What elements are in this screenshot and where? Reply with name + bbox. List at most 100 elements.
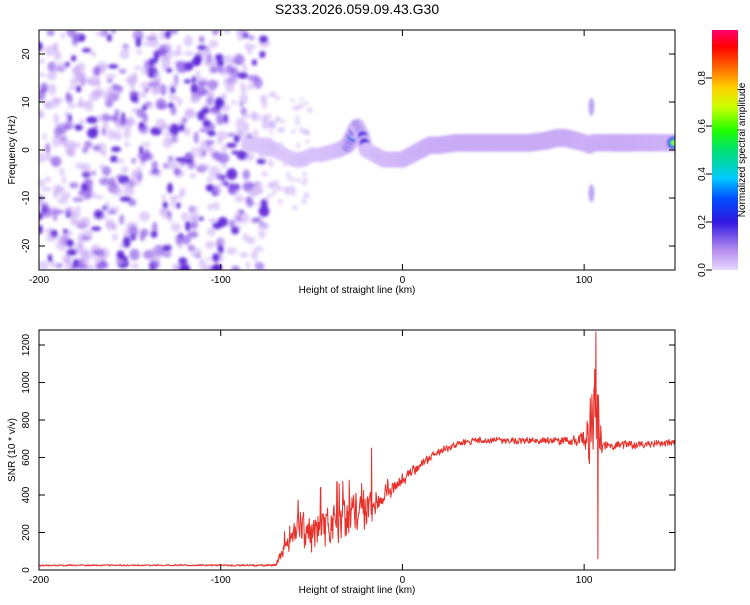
noise-blob [302, 180, 307, 185]
noise-blob [191, 221, 199, 229]
noise-blob [214, 184, 221, 196]
noise-blob [149, 58, 155, 66]
noise-blob [190, 206, 199, 210]
noise-blob [36, 113, 45, 119]
x-tick-label: -100 [211, 275, 231, 286]
noise-blob [291, 188, 297, 191]
noise-blob [305, 139, 309, 143]
noise-blob [209, 40, 218, 48]
noise-blob [188, 231, 199, 237]
noise-blob [71, 55, 76, 61]
noise-blob [141, 68, 150, 75]
noise-blob [257, 181, 261, 187]
noise-blob [66, 255, 72, 264]
noise-blob [179, 124, 185, 132]
colorbar-tick-label: 0.4 [697, 167, 708, 181]
noise-blob [68, 114, 72, 122]
x-tick-label: 100 [576, 575, 593, 586]
noise-blob [140, 92, 147, 99]
noise-blob [295, 116, 300, 120]
noise-blob [221, 93, 227, 101]
noise-blob [269, 181, 275, 186]
noise-blob [300, 97, 303, 102]
noise-blob [280, 127, 285, 133]
noise-blob [123, 46, 130, 51]
spike-blob [588, 184, 594, 202]
noise-blob [291, 177, 295, 183]
colorbar-tick-label: 0.8 [697, 71, 708, 85]
noise-blob [251, 250, 259, 259]
noise-blob [237, 30, 243, 41]
snr-y-label: SNR (10 * v/v) [7, 418, 18, 482]
noise-blob [301, 199, 307, 203]
noise-blob [277, 199, 283, 204]
noise-blob [113, 223, 118, 231]
noise-blob [87, 76, 97, 85]
noise-blob [212, 253, 220, 262]
noise-blob [93, 66, 100, 76]
noise-blob [163, 201, 168, 208]
noise-blob [258, 230, 265, 239]
noise-blob [240, 252, 248, 258]
x-tick-label: 100 [576, 275, 593, 286]
noise-blob [173, 51, 182, 57]
colorbar-gradient [712, 30, 738, 270]
noise-blob [183, 154, 195, 159]
noise-blob [39, 72, 45, 77]
noise-blob [117, 250, 125, 259]
noise-blob [168, 94, 178, 101]
noise-blob [153, 71, 160, 82]
noise-blob [120, 50, 130, 60]
noise-blob [128, 199, 136, 207]
noise-blob [71, 219, 79, 226]
noise-blob [218, 65, 224, 74]
noise-blob [48, 254, 53, 262]
noise-blob [82, 163, 91, 174]
noise-blob [253, 77, 262, 88]
snr-plot-area [39, 332, 675, 567]
noise-blob [192, 76, 196, 83]
noise-blob [53, 210, 65, 215]
noise-blob [191, 147, 202, 151]
noise-blob [157, 103, 168, 110]
noise-blob [267, 193, 273, 196]
spectrogram-x-label: Height of straight line (km) [299, 285, 416, 296]
noise-blob [189, 210, 199, 222]
noise-blob [296, 142, 300, 149]
noise-blob [226, 168, 237, 180]
spectral-ridge [248, 98, 675, 202]
noise-blob [192, 57, 202, 66]
noise-blob [304, 101, 308, 105]
noise-blob [170, 105, 176, 115]
noise-blob [262, 158, 266, 161]
snr-series-line [39, 332, 675, 567]
y-tick-label: 400 [21, 486, 32, 503]
noise-blob [162, 194, 166, 202]
noise-blob [140, 233, 145, 241]
noise-blob [175, 169, 185, 178]
y-tick-label: 0 [21, 567, 32, 573]
noise-blob [66, 91, 70, 100]
noise-blob [280, 119, 285, 123]
y-tick-label: 20 [21, 48, 32, 60]
noise-blob [170, 87, 175, 94]
noise-blob [139, 211, 150, 221]
noise-blob [87, 128, 98, 139]
noise-blob [43, 133, 47, 140]
noise-blob [67, 26, 76, 38]
noise-blob [129, 249, 139, 261]
noise-blob [276, 117, 280, 121]
noise-blob [166, 250, 173, 255]
noise-blob [102, 151, 107, 157]
noise-blob [131, 263, 139, 269]
noise-blob [105, 100, 113, 107]
noise-blob [261, 171, 268, 176]
noise-blob [307, 108, 313, 113]
noise-blob [79, 218, 87, 227]
noise-blob [246, 261, 250, 270]
noise-blob [168, 138, 179, 144]
y-tick-label: 1200 [21, 333, 32, 356]
noise-blob [192, 93, 202, 103]
